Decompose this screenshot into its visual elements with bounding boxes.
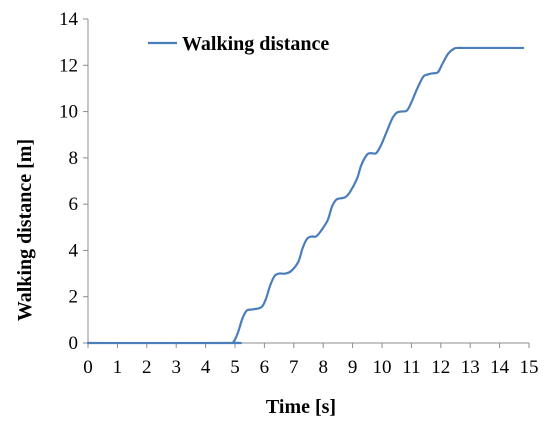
y-tick-label: 2 — [69, 287, 79, 308]
y-axis-title: Walking distance [m] — [14, 139, 36, 321]
legend: Walking distance — [148, 33, 329, 55]
legend-label: Walking distance — [182, 33, 329, 55]
x-tick-label: 10 — [373, 357, 392, 378]
x-tick-label: 3 — [171, 357, 181, 378]
series-line-walking-distance — [86, 46, 525, 345]
x-tick-label: 15 — [520, 357, 539, 378]
y-tick-label: 6 — [69, 194, 79, 215]
x-tick-label: 12 — [431, 357, 450, 378]
x-tick-label: 7 — [289, 357, 299, 378]
x-axis-ticks: 0 1 2 3 4 5 6 7 8 9 10 11 12 13 14 15 — [83, 343, 539, 378]
y-tick-label: 8 — [69, 148, 79, 169]
x-tick-label: 9 — [348, 357, 358, 378]
x-tick-label: 13 — [461, 357, 480, 378]
x-tick-label: 6 — [260, 357, 270, 378]
x-tick-label: 5 — [230, 357, 240, 378]
x-tick-label: 1 — [113, 357, 123, 378]
y-tick-label: 10 — [59, 102, 78, 123]
x-tick-label: 0 — [83, 357, 93, 378]
x-tick-label: 4 — [201, 357, 211, 378]
y-tick-label: 4 — [69, 240, 79, 261]
x-axis-title: Time [s] — [266, 396, 336, 418]
y-tick-label: 0 — [69, 333, 79, 354]
y-tick-label: 14 — [59, 9, 79, 30]
x-tick-label: 14 — [490, 357, 510, 378]
x-tick-label: 8 — [318, 357, 328, 378]
y-axis-ticks: 0 2 4 6 8 10 12 14 — [59, 9, 88, 354]
x-tick-label: 11 — [402, 357, 420, 378]
x-tick-label: 2 — [142, 357, 152, 378]
y-tick-label: 12 — [59, 55, 78, 76]
